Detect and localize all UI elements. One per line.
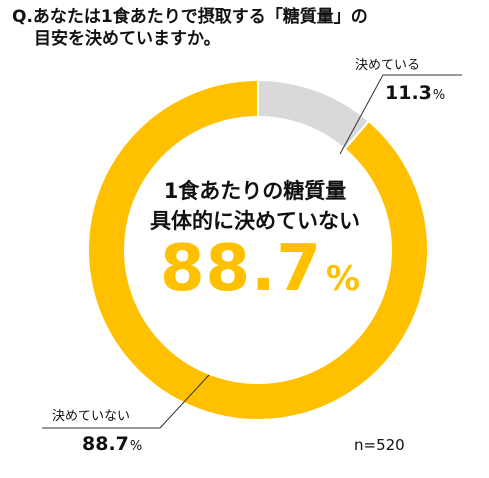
- donut-slice-decided: [257, 78, 371, 151]
- question-title: Q.あなたは1食あたりで摂取する「糖質量」の 目安を決めていますか。: [12, 6, 482, 50]
- donut-slice-not-decided: [87, 78, 429, 421]
- leader-line-not-decided: [159, 374, 210, 429]
- center-percentage: 88.7%: [140, 232, 380, 306]
- center-caption-line-2: 具体的に決めていない: [150, 209, 360, 233]
- label-decided-unit: %: [432, 88, 446, 103]
- label-decided-value: 11.3%: [385, 82, 445, 104]
- donut-slices: [87, 78, 429, 421]
- label-decided-number: 11.3: [385, 82, 432, 104]
- question-line-2: 目安を決めていますか。: [34, 29, 221, 49]
- center-caption-line-1: 1食あたりの糖質量: [163, 179, 347, 203]
- sample-size: n=520: [354, 436, 405, 454]
- label-not-decided-number: 88.7: [82, 433, 129, 455]
- center-percentage-unit: %: [325, 259, 360, 299]
- label-not-decided-unit: %: [129, 439, 143, 454]
- center-percentage-value: 88.7: [160, 232, 322, 306]
- question-line-1: Q.あなたは1食あたりで摂取する「糖質量」の: [12, 7, 368, 27]
- label-not-decided-name: 決めていない: [52, 409, 131, 424]
- label-not-decided-value: 88.7%: [82, 433, 142, 455]
- label-decided-name: 決めている: [355, 58, 421, 73]
- leader-line-decided: [339, 74, 384, 155]
